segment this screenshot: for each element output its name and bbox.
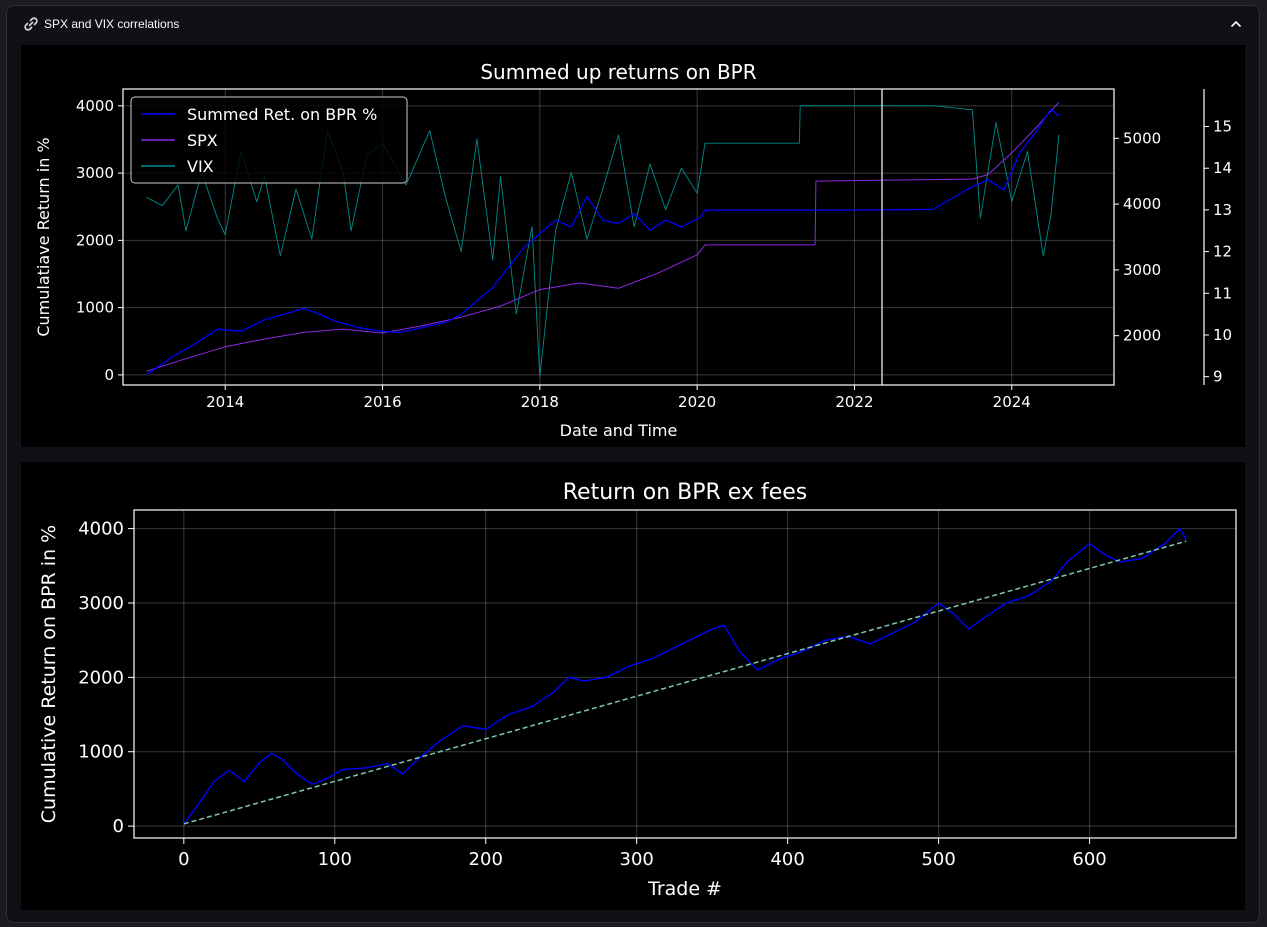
y-tick-label: 1000 <box>78 742 124 763</box>
y-tick-label: 3000 <box>78 593 124 614</box>
x-tick-label: 0 <box>178 849 189 870</box>
series-line-vix <box>146 105 1060 378</box>
y-axis-label: Cumulative Return on BPR in % <box>38 525 60 823</box>
x-tick-label: 400 <box>770 849 804 870</box>
x-tick-label: 300 <box>620 849 654 870</box>
legend-label: Summed Ret. on BPR % <box>187 105 377 124</box>
y-tick-label: 4000 <box>78 519 124 540</box>
series-line-summed-ret-on-bpr <box>146 108 1060 376</box>
x-tick-label: 100 <box>318 849 352 870</box>
plot-frame <box>133 509 1237 839</box>
x-axis-label: Date and Time <box>560 421 678 440</box>
link-icon <box>24 17 38 31</box>
x-tick-label: 2016 <box>363 393 401 411</box>
x-tick-label: 2022 <box>835 393 873 411</box>
y-tick-label: 2000 <box>78 667 124 688</box>
spx-vix-expander: SPX and VIX correlations Summed up retur… <box>6 5 1260 923</box>
trend-line <box>183 540 1187 825</box>
plot-frame <box>122 88 1115 386</box>
chevron-up-icon[interactable] <box>1229 17 1243 31</box>
legend-box <box>130 96 408 184</box>
x-tick-label: 2024 <box>993 393 1031 411</box>
expander-title: SPX and VIX correlations <box>44 17 180 31</box>
return-ex-fees-svg: Return on BPR ex fees 0 100 200 300 400 500 600… <box>38 480 1237 900</box>
expander-header[interactable]: SPX and VIX correlations <box>7 6 1259 42</box>
vix-axis-tick-label: 12 <box>1213 243 1232 261</box>
x-tick-label: 2020 <box>678 393 716 411</box>
legend-label: SPX <box>187 131 218 150</box>
x-tick-label: 2018 <box>521 393 559 411</box>
chart-legend: Summed Ret. on BPR % SPX VIX <box>130 96 408 184</box>
summed-returns-svg: Summed up returns on BPR 2014 2016 2018 2020… <box>34 60 1232 440</box>
x-tick-label: 200 <box>469 849 503 870</box>
vix-axis-tick-label: 15 <box>1213 118 1232 136</box>
vix-axis-tick-label: 9 <box>1213 368 1223 386</box>
vix-axis-tick-label: 14 <box>1213 159 1232 177</box>
y-tick-label: 0 <box>113 816 124 837</box>
series-line-spx <box>146 101 1060 372</box>
vix-axis-tick-label: 11 <box>1213 284 1232 302</box>
y-tick-label: 3000 <box>76 164 114 182</box>
spx-axis-tick-label: 3000 <box>1123 261 1161 279</box>
x-tick-label: 2014 <box>206 393 244 411</box>
x-tick-label: 600 <box>1072 849 1106 870</box>
y-tick-label: 0 <box>104 366 114 384</box>
y-tick-label: 2000 <box>76 231 114 249</box>
x-tick-label: 500 <box>921 849 955 870</box>
y-tick-label: 1000 <box>76 299 114 317</box>
spx-axis-tick-label: 5000 <box>1123 129 1161 147</box>
vix-axis-tick-label: 13 <box>1213 201 1232 219</box>
y-tick-label: 4000 <box>76 97 114 115</box>
return-ex-fees-chart: Return on BPR ex fees 0 100 200 300 400 500 600… <box>21 462 1245 910</box>
return-line <box>183 527 1187 825</box>
spx-axis-tick-label: 2000 <box>1123 327 1161 345</box>
vix-axis-tick-label: 10 <box>1213 326 1232 344</box>
spx-axis-tick-label: 4000 <box>1123 195 1161 213</box>
chart-title: Summed up returns on BPR <box>480 60 756 84</box>
summed-returns-chart: Summed up returns on BPR 2014 2016 2018 2020… <box>21 45 1245 447</box>
x-axis-label: Trade # <box>647 878 722 900</box>
chart-title: Return on BPR ex fees <box>563 480 807 505</box>
y-axis-label: Cumulatiave Return in % <box>34 137 53 336</box>
legend-label: VIX <box>187 157 214 176</box>
